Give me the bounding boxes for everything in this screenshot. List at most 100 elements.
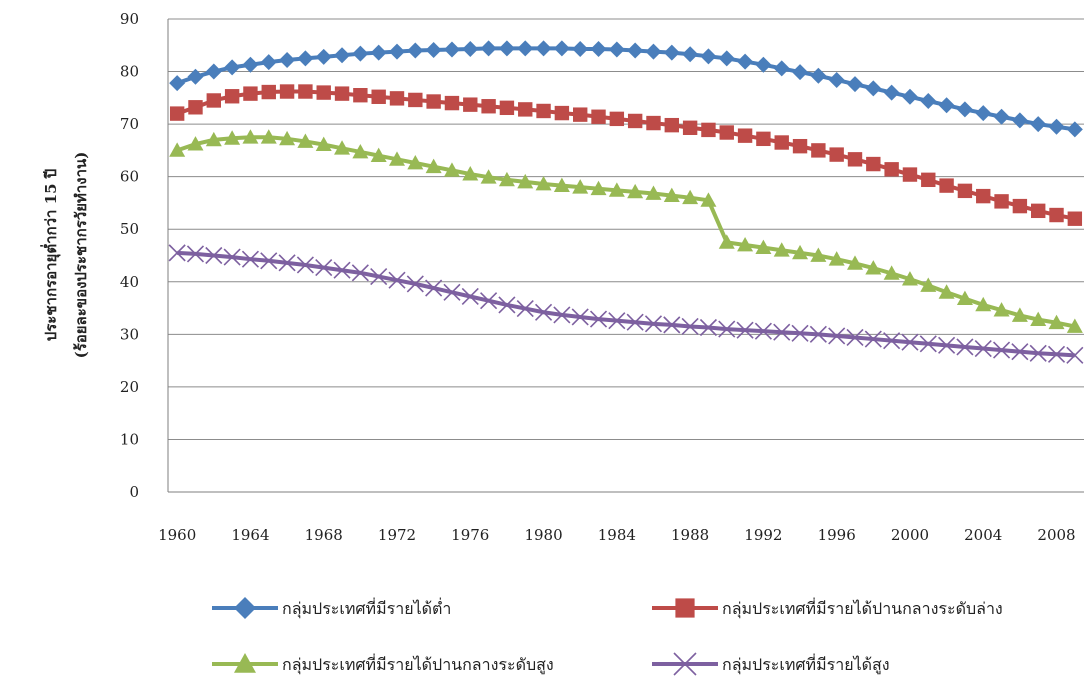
data-point — [938, 284, 955, 299]
data-point — [675, 598, 695, 618]
data-point — [443, 162, 460, 177]
series-3 — [169, 129, 1083, 333]
data-point — [407, 155, 424, 170]
data-point — [205, 131, 222, 147]
data-point — [754, 322, 772, 340]
data-point — [316, 85, 331, 100]
data-point — [737, 236, 754, 252]
data-point — [609, 111, 625, 127]
data-point-stroke — [1011, 343, 1029, 361]
x-tick-label: 1972 — [378, 526, 416, 544]
data-point — [517, 40, 534, 57]
data-point-stroke — [241, 250, 260, 268]
legend-item-1: กลุ่มประเทศที่มีรายได้ต่ำ — [212, 597, 451, 619]
data-point — [461, 287, 479, 306]
x-tick-label: 1988 — [671, 526, 709, 544]
series-line — [177, 250, 1075, 358]
data-point — [919, 335, 937, 353]
data-point-stroke — [168, 244, 186, 262]
data-point — [810, 67, 827, 84]
data-point — [718, 234, 735, 249]
data-point — [334, 140, 351, 155]
data-point — [516, 300, 534, 318]
data-point — [847, 152, 863, 167]
data-point — [1030, 311, 1047, 327]
data-point — [645, 43, 662, 60]
data-point — [224, 130, 241, 145]
x-tick-label: 1960 — [158, 526, 196, 544]
data-point — [773, 323, 791, 341]
data-point — [957, 183, 973, 199]
data-point — [883, 332, 901, 350]
data-point — [534, 303, 553, 321]
data-point — [498, 40, 515, 57]
data-point — [829, 147, 844, 162]
data-point-stroke — [956, 338, 974, 356]
data-point — [938, 97, 955, 114]
data-point — [1011, 307, 1028, 322]
data-point — [462, 166, 479, 181]
data-point — [718, 320, 736, 338]
data-point — [736, 321, 754, 339]
data-point — [572, 179, 589, 194]
data-point — [224, 89, 240, 104]
data-point — [920, 277, 937, 292]
data-point — [370, 147, 387, 163]
data-point — [1048, 314, 1065, 330]
data-point-stroke — [699, 318, 718, 337]
data-point — [554, 105, 570, 121]
data-point — [462, 40, 479, 57]
data-point — [921, 172, 936, 188]
data-point — [536, 103, 551, 119]
data-point — [792, 138, 808, 154]
series-4 — [168, 244, 1084, 364]
data-point — [279, 51, 296, 68]
data-point — [242, 129, 259, 144]
data-point — [884, 162, 899, 177]
data-point — [865, 260, 882, 275]
data-point — [682, 120, 698, 135]
y-tick-label: 60 — [120, 168, 139, 186]
data-point — [279, 84, 295, 99]
data-point — [673, 652, 697, 676]
data-point-stroke — [370, 267, 388, 286]
data-point — [755, 239, 772, 255]
data-point — [425, 42, 442, 59]
data-point — [260, 54, 277, 71]
data-point-stroke — [791, 324, 809, 342]
data-point — [627, 183, 644, 199]
data-point — [224, 59, 241, 76]
data-point-stroke — [992, 341, 1011, 359]
data-point — [1048, 118, 1065, 135]
data-point — [334, 86, 350, 101]
data-point — [902, 167, 918, 182]
data-point — [315, 48, 332, 65]
data-point-stroke — [278, 254, 296, 272]
data-point — [883, 265, 900, 280]
series-line — [176, 89, 1076, 221]
data-point-stroke — [828, 327, 846, 345]
x-tick-label: 1964 — [231, 526, 269, 544]
data-point — [646, 115, 661, 131]
data-point — [956, 101, 973, 118]
data-point-stroke — [974, 339, 992, 358]
data-point-stroke — [608, 312, 626, 330]
data-point — [205, 246, 223, 265]
data-point — [1029, 344, 1047, 362]
data-point — [719, 125, 734, 140]
data-point — [1012, 198, 1028, 214]
data-point — [939, 178, 954, 193]
data-point — [480, 40, 497, 57]
data-point — [627, 42, 644, 59]
x-tick-label: 2004 — [964, 526, 1002, 544]
series-lines — [168, 40, 1084, 364]
data-point — [1067, 211, 1083, 226]
data-point — [553, 306, 571, 324]
data-point-stroke — [516, 300, 534, 318]
data-point — [1031, 203, 1046, 219]
data-point — [463, 97, 478, 112]
data-point — [535, 176, 552, 191]
data-point-stroke — [626, 313, 644, 331]
data-point — [370, 267, 388, 286]
data-point-stroke — [883, 332, 901, 350]
